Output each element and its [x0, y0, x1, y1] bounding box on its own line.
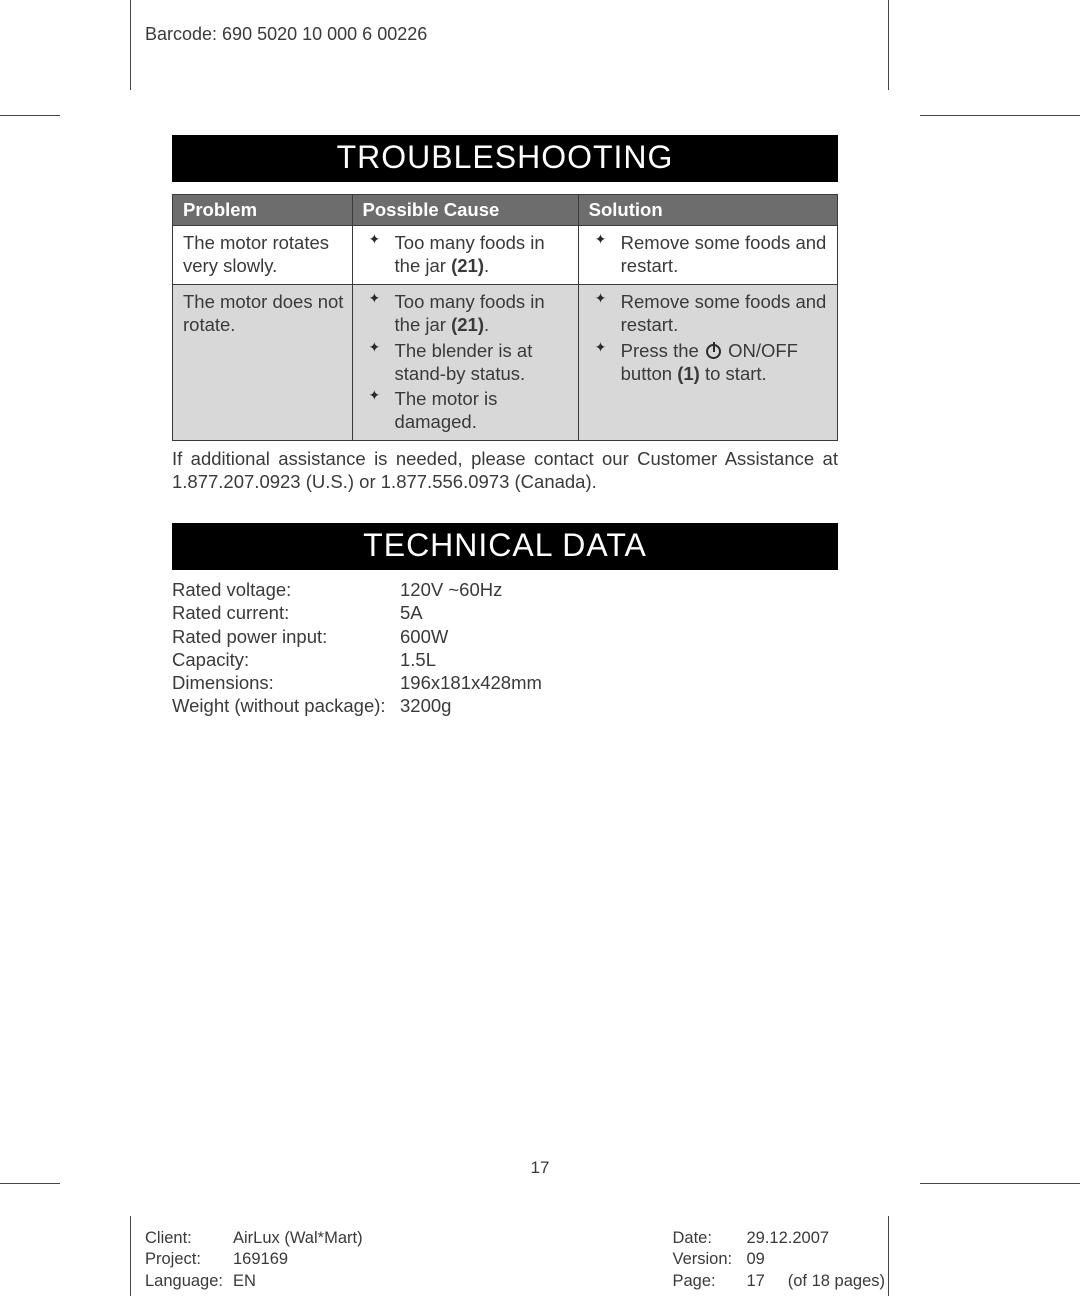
page-number: 17: [0, 1158, 1080, 1178]
cell-problem: The motor does not rotate.: [173, 285, 353, 441]
technical-heading: TECHNICAL DATA: [172, 523, 838, 570]
table-row: The motor rotates very slowly. Too many …: [173, 226, 838, 285]
footer-left: Client:AirLux (Wal*Mart) Project:169169 …: [145, 1228, 363, 1292]
cell-solution: Remove some foods and restart.: [578, 226, 837, 285]
col-cause: Possible Cause: [352, 195, 578, 226]
power-icon: [706, 344, 721, 359]
assistance-text: If additional assistance is needed, plea…: [172, 447, 838, 493]
cell-problem: The motor rotates very slowly.: [173, 226, 353, 285]
table-row: The motor does not rotate. Too many food…: [173, 285, 838, 441]
table-header-row: Problem Possible Cause Solution: [173, 195, 838, 226]
col-solution: Solution: [578, 195, 837, 226]
cell-cause: Too many foods in the jar (21). The blen…: [352, 285, 578, 441]
troubleshooting-heading: TROUBLESHOOTING: [172, 135, 838, 182]
cell-cause: Too many foods in the jar (21).: [352, 226, 578, 285]
cell-solution: Remove some foods and restart. Press the…: [578, 285, 837, 441]
troubleshooting-table: Problem Possible Cause Solution The moto…: [172, 194, 838, 441]
barcode-text: Barcode: 690 5020 10 000 6 00226: [145, 24, 427, 45]
footer: Client:AirLux (Wal*Mart) Project:169169 …: [145, 1228, 885, 1292]
col-problem: Problem: [173, 195, 353, 226]
footer-right: Date:29.12.2007 Version:09 Page:17 (of 1…: [672, 1228, 885, 1292]
specs-list: Rated voltage:120V ~60Hz Rated current:5…: [172, 578, 838, 717]
page-content: TROUBLESHOOTING Problem Possible Cause S…: [172, 135, 838, 717]
